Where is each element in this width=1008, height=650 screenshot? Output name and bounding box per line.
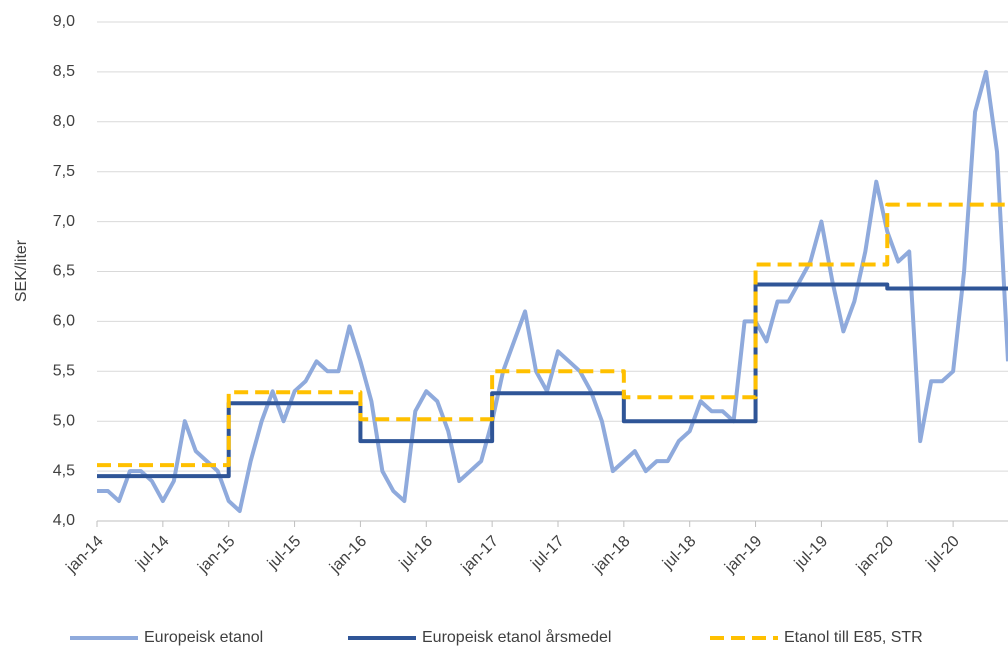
x-tick-label: jan-19 — [721, 533, 765, 577]
x-tick-label: jan-20 — [853, 533, 897, 577]
series-line — [97, 202, 1008, 468]
y-tick-label: 9,0 — [53, 13, 75, 30]
legend-label: Etanol till E85, STR — [784, 629, 923, 646]
y-tick-label: 6,5 — [53, 263, 75, 280]
x-tick-label: jul-19 — [791, 533, 831, 573]
y-tick-label: 5,5 — [53, 363, 75, 380]
legend-label: Europeisk etanol — [144, 629, 263, 646]
x-tick-label: jul-15 — [264, 533, 304, 573]
y-tick-label: 5,0 — [53, 412, 75, 429]
x-tick-label: jan-17 — [458, 533, 502, 577]
y-tick-label: 4,0 — [53, 512, 75, 529]
x-tick-label: jul-20 — [923, 533, 963, 573]
x-tick-label: jan-16 — [326, 533, 370, 577]
x-tick-label: jul-18 — [659, 533, 699, 573]
legend-label: Europeisk etanol årsmedel — [422, 628, 611, 646]
y-tick-label: 7,5 — [53, 163, 75, 180]
x-tick-label: jul-14 — [132, 533, 172, 573]
y-tick-label: 8,5 — [53, 63, 75, 80]
y-tick-label: 4,5 — [53, 462, 75, 479]
x-tick-label: jan-14 — [63, 533, 107, 577]
y-tick-label: 6,0 — [53, 313, 75, 330]
x-tick-label: jan-15 — [194, 533, 238, 577]
x-tick-label: jan-18 — [589, 533, 633, 577]
x-tick-label: jul-16 — [396, 533, 436, 573]
series-line — [97, 282, 1008, 479]
series-line — [97, 69, 1008, 514]
y-axis-label: SEK/liter — [13, 239, 30, 302]
y-tick-label: 7,0 — [53, 213, 75, 230]
y-tick-label: 8,0 — [53, 113, 75, 130]
x-tick-label: jul-17 — [527, 533, 567, 573]
